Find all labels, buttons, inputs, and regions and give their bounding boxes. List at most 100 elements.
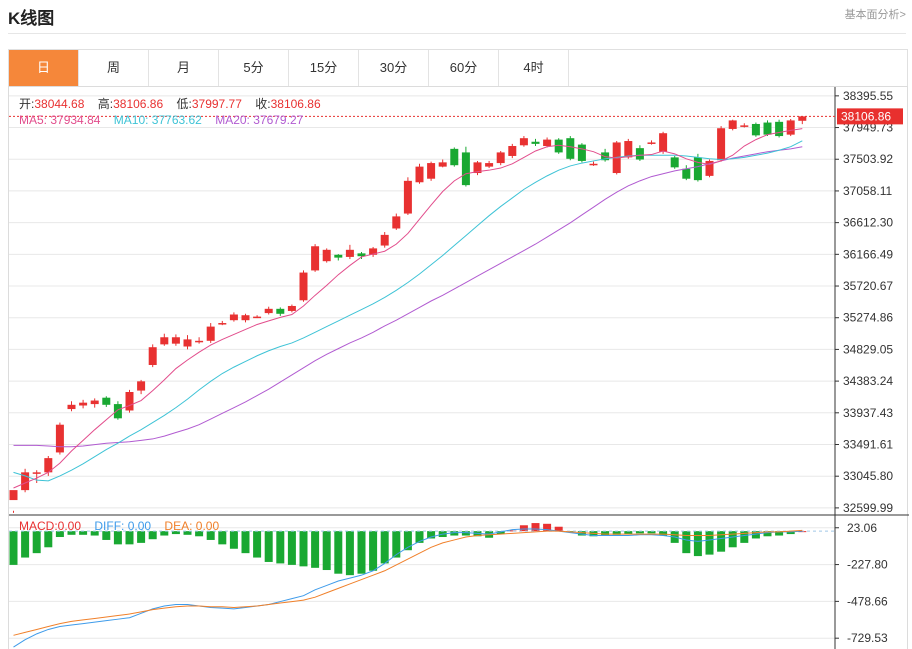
- candle-body: [229, 314, 238, 321]
- macd-bar: [67, 531, 76, 535]
- ma-legend: MA5: 37934.84 MA10: 37763.62 MA20: 37679…: [19, 113, 313, 127]
- candle: [589, 161, 598, 166]
- diff-value: DIFF: 0.00: [94, 519, 152, 533]
- macd-bar: [32, 531, 41, 554]
- candle-body: [113, 404, 122, 419]
- fundamental-analysis-link[interactable]: 基本面分析>: [844, 9, 906, 21]
- macd-bar: [403, 531, 412, 551]
- candle-body: [345, 249, 354, 257]
- tab-day[interactable]: 日: [9, 50, 79, 86]
- candle-body: [79, 402, 88, 406]
- candle-body: [392, 216, 401, 229]
- macd-legend: MACD:0.00 DIFF: 0.00 DEA: 0.00: [19, 519, 229, 533]
- dea-line: [13, 529, 803, 636]
- candle-body: [519, 138, 528, 146]
- tab-15min[interactable]: 15分: [289, 50, 359, 86]
- candle-body: [125, 392, 134, 411]
- y-tick-label: 33491.61: [843, 438, 893, 452]
- candle-body: [90, 400, 99, 405]
- candle: [392, 213, 401, 230]
- candle: [311, 244, 320, 272]
- macd-bar: [125, 531, 134, 545]
- macd-bar: [682, 531, 691, 554]
- candle: [160, 333, 169, 346]
- candle-body: [589, 163, 598, 166]
- tab-5min[interactable]: 5分: [219, 50, 289, 86]
- candle-body: [659, 133, 668, 152]
- candle: [659, 131, 668, 154]
- macd-y-tick-label: -227.80: [847, 558, 888, 572]
- candle: [577, 143, 586, 163]
- candle: [682, 165, 691, 181]
- macd-bar: [357, 531, 366, 574]
- candle: [137, 379, 146, 395]
- candle-body: [531, 141, 540, 144]
- candle-body: [508, 146, 517, 156]
- y-tick-label: 37503.92: [843, 152, 893, 166]
- candle: [322, 248, 331, 263]
- candle: [427, 161, 436, 181]
- tab-month[interactable]: 月: [149, 50, 219, 86]
- y-tick-label: 36612.30: [843, 216, 893, 230]
- macd-bar: [44, 531, 53, 548]
- dea-value: DEA: 0.00: [164, 519, 220, 533]
- tab-60min[interactable]: 60分: [429, 50, 499, 86]
- candle: [195, 337, 204, 344]
- candle: [241, 313, 250, 323]
- macd-bar: [624, 531, 633, 535]
- candle-body: [496, 152, 505, 164]
- candle-body: [218, 323, 227, 325]
- candle-body: [171, 337, 180, 344]
- candle-body: [21, 472, 30, 491]
- macd-bar: [693, 531, 702, 557]
- y-tick-label: 33937.43: [843, 406, 893, 420]
- macd-bar: [229, 531, 238, 549]
- tab-week[interactable]: 周: [79, 50, 149, 86]
- macd-bar: [183, 531, 192, 535]
- tab-4hour[interactable]: 4时: [499, 50, 569, 86]
- y-tick-label: 35274.86: [843, 311, 893, 325]
- ohlc-legend: 开:38044.68 高:38106.86 低:37997.77 收:38106…: [19, 95, 331, 112]
- candle-body: [635, 148, 644, 160]
- macd-bar: [392, 531, 401, 558]
- candle: [287, 304, 296, 313]
- candle: [67, 401, 76, 412]
- macd-bar: [612, 531, 621, 535]
- candle-body: [380, 234, 389, 246]
- macd-bar: [717, 531, 726, 552]
- candle-body: [438, 162, 447, 167]
- chart-area: 38395.55 37949.73 37503.92 37058.11 36612.30…: [8, 86, 909, 649]
- macd-bar: [79, 531, 88, 535]
- macd-bar: [751, 531, 760, 539]
- candle: [276, 307, 285, 316]
- macd-bar: [786, 531, 795, 535]
- candle: [102, 396, 111, 407]
- tab-30min[interactable]: 30分: [359, 50, 429, 86]
- candle-body: [577, 144, 586, 161]
- candle-body: [264, 308, 273, 314]
- candle: [461, 146, 470, 187]
- candle: [728, 119, 737, 131]
- candle-body: [102, 397, 111, 405]
- ma10-line: [13, 140, 803, 482]
- y-tick-label: 33045.80: [843, 469, 893, 483]
- kline-chart-svg[interactable]: 38395.5537949.7337503.9237058.1136612.30…: [9, 87, 909, 649]
- macd-bar: [635, 531, 644, 534]
- candle-body: [183, 339, 192, 347]
- candle-body: [543, 139, 552, 147]
- header-divider: [8, 33, 906, 34]
- candle: [473, 160, 482, 176]
- candle-body: [717, 128, 726, 161]
- candle-body: [728, 120, 737, 129]
- candle-body: [740, 125, 749, 127]
- candle-body: [311, 246, 320, 271]
- candle-body: [276, 308, 285, 314]
- macd-bar: [287, 531, 296, 565]
- candle-body: [647, 142, 656, 144]
- candle: [206, 323, 215, 343]
- candle-body: [415, 166, 424, 183]
- header: K线图 基本面分析>: [0, 0, 912, 30]
- candle-body: [67, 404, 76, 410]
- macd-bar: [322, 531, 331, 571]
- y-tick-label: 34829.05: [843, 342, 893, 356]
